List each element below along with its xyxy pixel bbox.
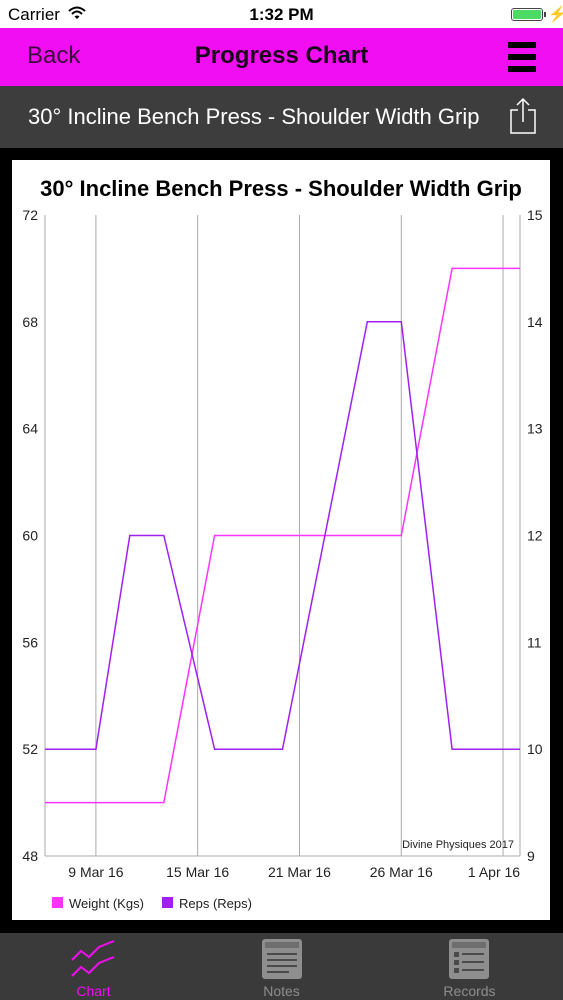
chart-icon bbox=[71, 940, 115, 977]
notes-icon bbox=[262, 939, 302, 979]
tab-records-label: Records bbox=[443, 983, 496, 999]
chart-card bbox=[12, 160, 550, 920]
legend-swatch bbox=[52, 897, 63, 908]
x-tick-label: 26 Mar 16 bbox=[370, 864, 433, 880]
records-icon bbox=[449, 939, 489, 979]
tab-bar: Chart Notes Re bbox=[0, 933, 563, 1000]
y-right-tick-label: 14 bbox=[527, 314, 543, 330]
x-tick-label: 21 Mar 16 bbox=[268, 864, 331, 880]
wifi-icon bbox=[68, 6, 86, 19]
exercise-name: 30° Incline Bench Press - Shoulder Width… bbox=[28, 104, 480, 129]
watermark-text: Divine Physiques 2017 bbox=[402, 839, 514, 851]
tab-chart-label: Chart bbox=[76, 983, 111, 999]
carrier-label: Carrier bbox=[8, 5, 60, 24]
back-button[interactable]: Back bbox=[27, 42, 81, 69]
y-left-tick-label: 56 bbox=[22, 634, 38, 650]
y-right-tick-label: 9 bbox=[527, 848, 535, 864]
series-line-reps bbox=[45, 321, 520, 750]
status-bar: Carrier 1:32 PM ⚡ bbox=[0, 0, 563, 28]
tab-notes-label: Notes bbox=[263, 983, 300, 999]
x-tick-label: 15 Mar 16 bbox=[166, 864, 229, 880]
y-left-tick-label: 68 bbox=[22, 314, 38, 330]
page-title: Progress Chart bbox=[194, 42, 369, 69]
battery-icon bbox=[511, 8, 543, 21]
y-right-tick-label: 13 bbox=[527, 421, 543, 437]
x-tick-label: 9 Mar 16 bbox=[68, 864, 123, 880]
charging-icon: ⚡ bbox=[548, 6, 563, 23]
exercise-header: 30° Incline Bench Press - Shoulder Width… bbox=[0, 86, 563, 148]
y-right-tick-label: 15 bbox=[527, 207, 543, 223]
legend-swatch bbox=[162, 897, 173, 908]
y-left-tick-label: 72 bbox=[22, 207, 38, 223]
legend-label: Weight (Kgs) bbox=[69, 896, 144, 911]
battery-tip bbox=[544, 12, 546, 17]
tab-notes[interactable]: Notes bbox=[188, 933, 375, 1000]
tab-records[interactable]: Records bbox=[376, 933, 563, 1000]
nav-bar: Back Progress Chart bbox=[0, 28, 563, 86]
clock: 1:32 PM bbox=[249, 5, 314, 24]
y-right-tick-label: 11 bbox=[527, 634, 542, 650]
share-icon[interactable] bbox=[509, 96, 537, 136]
y-left-tick-label: 60 bbox=[22, 528, 38, 544]
legend-label: Reps (Reps) bbox=[179, 896, 252, 911]
series-line-weight bbox=[45, 267, 520, 804]
x-tick-label: 1 Apr 16 bbox=[468, 864, 520, 880]
y-left-tick-label: 64 bbox=[22, 421, 38, 437]
tab-chart[interactable]: Chart bbox=[0, 933, 187, 1000]
chart-title: 30° Incline Bench Press - Shoulder Width… bbox=[40, 176, 522, 201]
y-right-tick-label: 12 bbox=[527, 528, 543, 544]
y-left-tick-label: 48 bbox=[22, 848, 38, 864]
y-right-tick-label: 10 bbox=[527, 741, 543, 757]
y-left-tick-label: 52 bbox=[22, 741, 38, 757]
menu-icon[interactable] bbox=[508, 42, 536, 72]
